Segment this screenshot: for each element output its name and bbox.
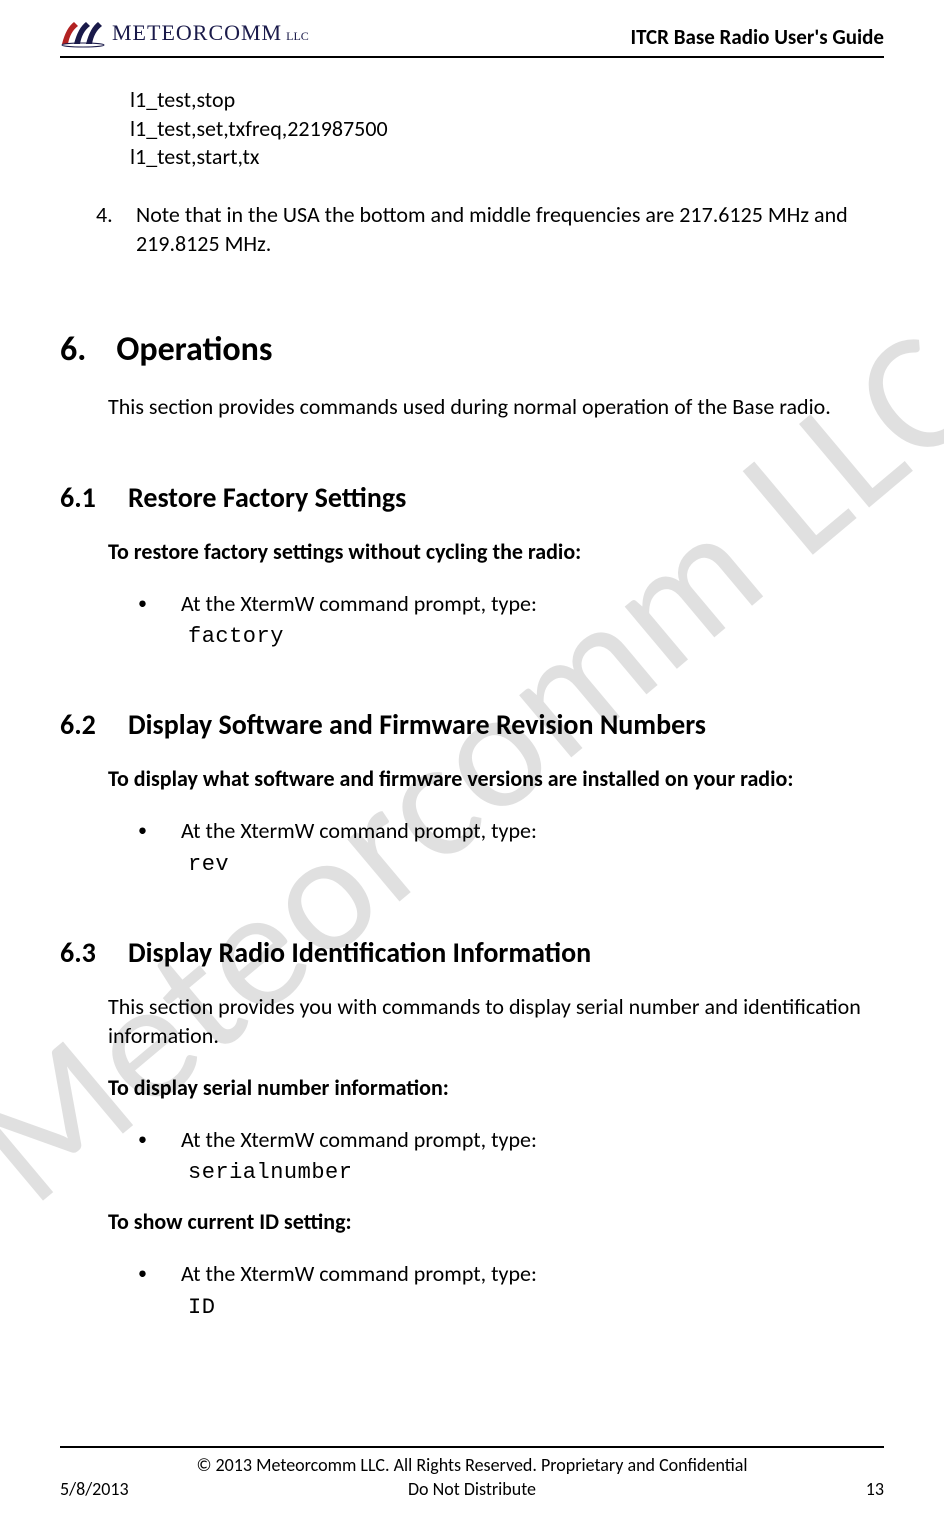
- subsection-title: Restore Factory Settings: [128, 480, 406, 515]
- bullet-text: At the XtermW command prompt, type:: [181, 589, 537, 619]
- code-line: l1_test,stop: [130, 86, 884, 115]
- subsection-number: 6.3: [60, 935, 106, 970]
- bullet-item: • At the XtermW command prompt, type:: [138, 816, 884, 846]
- subsection-number: 6.2: [60, 707, 106, 742]
- bullet-icon: •: [138, 589, 147, 618]
- section-number: 6.: [60, 329, 86, 370]
- lead-text: To display what software and firmware ve…: [108, 764, 884, 794]
- logo-text: METEORCOMM LLC: [112, 20, 309, 46]
- subsection-heading-63: 6.3 Display Radio Identification Informa…: [60, 935, 884, 970]
- code-line: l1_test,start,tx: [130, 143, 884, 172]
- page-footer: © 2013 Meteorcomm LLC. All Rights Reserv…: [60, 1446, 884, 1500]
- bullet-text: At the XtermW command prompt, type:: [181, 1259, 537, 1289]
- footer-copyright: © 2013 Meteorcomm LLC. All Rights Reserv…: [60, 1454, 884, 1476]
- list-item-4: 4. Note that in the USA the bottom and m…: [96, 200, 884, 259]
- code-block: l1_test,stop l1_test,set,txfreq,22198750…: [130, 86, 884, 172]
- meteor-icon: [60, 18, 106, 48]
- subsection-title: Display Software and Firmware Revision N…: [128, 707, 706, 742]
- company-logo: METEORCOMM LLC: [60, 18, 309, 48]
- bullet-item: • At the XtermW command prompt, type:: [138, 1125, 884, 1155]
- item-text: Note that in the USA the bottom and midd…: [136, 200, 884, 259]
- command-text: rev: [188, 852, 884, 877]
- section-heading-6: 6. Operations: [60, 329, 884, 370]
- subsection-heading-62: 6.2 Display Software and Firmware Revisi…: [60, 707, 884, 742]
- command-text: factory: [188, 624, 884, 649]
- command-text: serialnumber: [188, 1160, 884, 1185]
- lead-text: To show current ID setting:: [108, 1207, 884, 1237]
- bullet-icon: •: [138, 816, 147, 845]
- lead-text: To restore factory settings without cycl…: [108, 537, 884, 567]
- footer-rule: [60, 1446, 884, 1448]
- bullet-item: • At the XtermW command prompt, type:: [138, 1259, 884, 1289]
- subsection-intro: This section provides you with commands …: [108, 992, 884, 1051]
- subsection-title: Display Radio Identification Information: [128, 935, 591, 970]
- subsection-heading-61: 6.1 Restore Factory Settings: [60, 480, 884, 515]
- bullet-text: At the XtermW command prompt, type:: [181, 1125, 537, 1155]
- subsection-number: 6.1: [60, 480, 106, 515]
- logo-suffix: LLC: [286, 29, 309, 44]
- item-number: 4.: [96, 200, 118, 259]
- page-header: METEORCOMM LLC ITCR Base Radio User's Gu…: [60, 0, 884, 50]
- section-title: Operations: [116, 329, 272, 370]
- logo-name: METEORCOMM: [112, 20, 282, 46]
- footer-distribution: Do Not Distribute: [60, 1478, 884, 1500]
- command-text: ID: [188, 1295, 884, 1320]
- code-line: l1_test,set,txfreq,221987500: [130, 115, 884, 144]
- document-title: ITCR Base Radio User's Guide: [630, 18, 884, 50]
- bullet-item: • At the XtermW command prompt, type:: [138, 589, 884, 619]
- section-intro: This section provides commands used duri…: [108, 392, 884, 422]
- bullet-icon: •: [138, 1259, 147, 1288]
- lead-text: To display serial number information:: [108, 1073, 884, 1103]
- bullet-icon: •: [138, 1125, 147, 1154]
- bullet-text: At the XtermW command prompt, type:: [181, 816, 537, 846]
